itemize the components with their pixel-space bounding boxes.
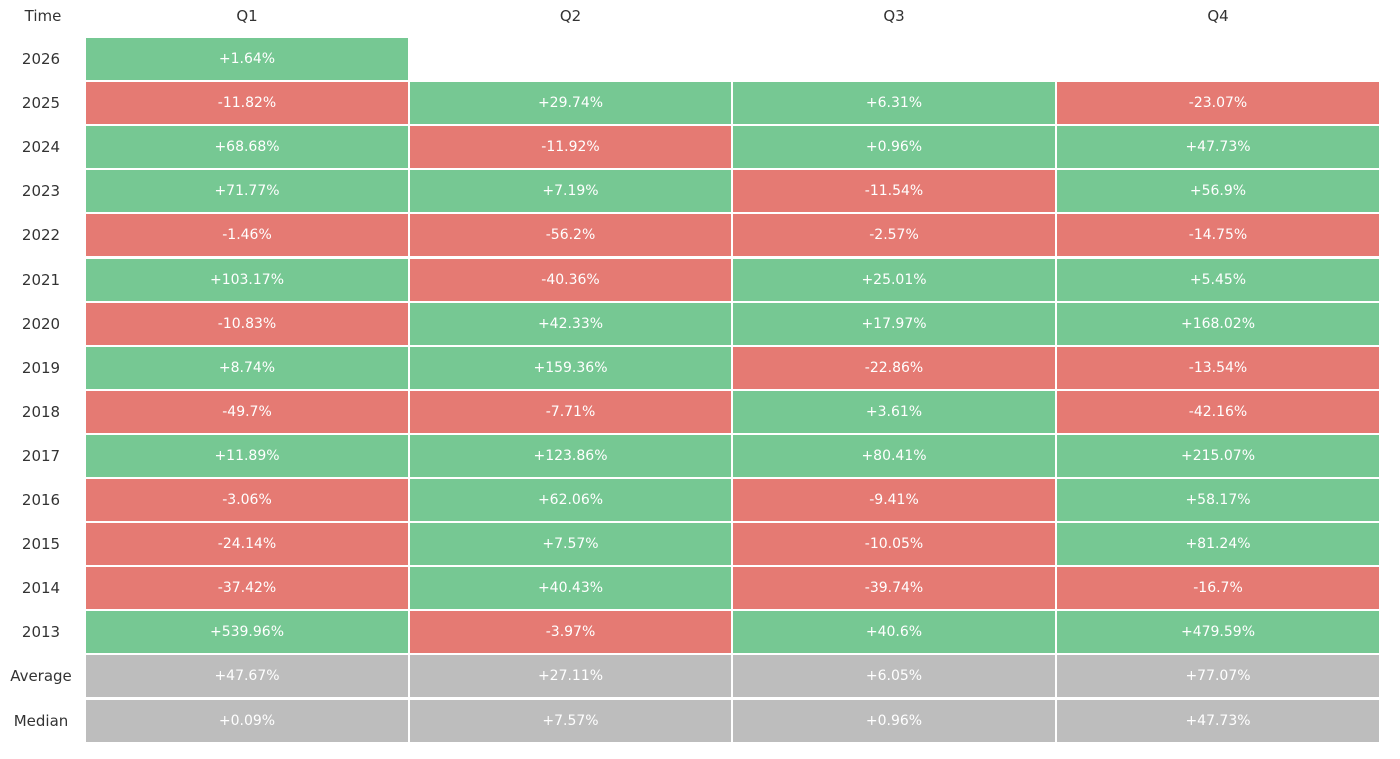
row-label: 2016 (21, 491, 61, 509)
column-header: Q2 (559, 6, 582, 25)
return-cell: +81.24% (1057, 523, 1379, 566)
return-cell: -7.71% (410, 390, 731, 433)
row-label: 2015 (21, 535, 61, 554)
return-cell: +5.45% (1057, 258, 1379, 301)
return-cell: +62.06% (410, 479, 731, 521)
return-cell: -42.16% (1057, 390, 1379, 433)
return-cell: +40.6% (733, 611, 1055, 654)
row-label: 2018 (21, 402, 61, 421)
return-cell: +80.41% (733, 434, 1055, 477)
return-cell: -24.14% (86, 523, 408, 566)
summary-cell: +47.67% (86, 655, 408, 698)
summary-cell: +47.73% (1057, 699, 1379, 742)
return-cell: -3.97% (410, 611, 731, 654)
return-cell: -9.41% (733, 479, 1055, 521)
row-label: 2026 (21, 50, 61, 68)
return-cell: +6.31% (733, 82, 1055, 125)
return-cell: -39.74% (733, 567, 1055, 610)
return-cell: -40.36% (410, 258, 731, 301)
row-label: 2014 (21, 579, 61, 598)
return-cell: +159.36% (410, 346, 731, 389)
return-cell: +29.74% (410, 82, 731, 125)
row-label: 2025 (21, 94, 61, 113)
return-cell: -37.42% (86, 567, 408, 610)
return-cell: +103.17% (86, 258, 408, 301)
return-cell: -2.57% (733, 214, 1055, 257)
return-cell: +56.9% (1057, 170, 1379, 213)
summary-cell: +77.07% (1057, 655, 1379, 698)
return-cell: +7.19% (410, 170, 731, 213)
return-cell: +25.01% (733, 258, 1055, 301)
return-cell: +215.07% (1057, 434, 1379, 477)
return-cell: -56.2% (410, 214, 731, 257)
return-cell: -3.06% (86, 479, 408, 521)
return-cell: +17.97% (733, 302, 1055, 345)
summary-cell: +6.05% (733, 655, 1055, 698)
row-label: Average (10, 667, 72, 686)
return-cell: +123.86% (410, 434, 731, 477)
row-label: 2021 (21, 270, 61, 289)
return-cell: +168.02% (1057, 302, 1379, 345)
row-label: 2020 (21, 314, 61, 333)
return-cell: -10.83% (86, 302, 408, 345)
row-label: 2023 (21, 182, 61, 201)
return-cell: +8.74% (86, 346, 408, 389)
column-header: Q3 (883, 6, 905, 25)
return-cell: -23.07% (1057, 82, 1379, 125)
column-header: Time (24, 6, 62, 25)
summary-cell: +0.96% (733, 699, 1055, 742)
return-cell: -11.82% (86, 82, 408, 125)
return-cell: +58.17% (1057, 479, 1379, 521)
return-cell: +3.61% (733, 390, 1055, 433)
row-label: 2013 (21, 623, 61, 642)
summary-cell: +27.11% (410, 655, 731, 698)
return-cell: +539.96% (86, 611, 408, 654)
row-label: 2024 (21, 138, 61, 157)
summary-cell: +0.09% (86, 699, 408, 742)
return-cell: +71.77% (86, 170, 408, 213)
return-cell: +1.64% (86, 38, 408, 80)
return-cell: +47.73% (1057, 126, 1379, 169)
return-cell: -11.92% (410, 126, 731, 169)
row-label: 2017 (21, 446, 61, 465)
summary-cell: +7.57% (410, 699, 731, 742)
return-cell: -13.54% (1057, 346, 1379, 389)
return-cell: -49.7% (86, 390, 408, 433)
return-cell: +479.59% (1057, 611, 1379, 654)
return-cell: +68.68% (86, 126, 408, 169)
return-cell: +11.89% (86, 434, 408, 477)
return-cell: +0.96% (733, 126, 1055, 169)
return-cell: +42.33% (410, 302, 731, 345)
return-cell: -11.54% (733, 170, 1055, 213)
column-header: Q4 (1207, 6, 1229, 25)
return-cell: -14.75% (1057, 214, 1379, 257)
return-cell: -10.05% (733, 523, 1055, 566)
return-cell: +7.57% (410, 523, 731, 566)
return-cell: -16.7% (1057, 567, 1379, 610)
return-cell: -22.86% (733, 346, 1055, 389)
row-label: Median (13, 711, 69, 730)
return-cell: -1.46% (86, 214, 408, 257)
row-label: 2022 (21, 226, 61, 245)
column-header: Q1 (236, 6, 258, 25)
row-label: 2019 (21, 358, 61, 377)
return-cell: +40.43% (410, 567, 731, 610)
